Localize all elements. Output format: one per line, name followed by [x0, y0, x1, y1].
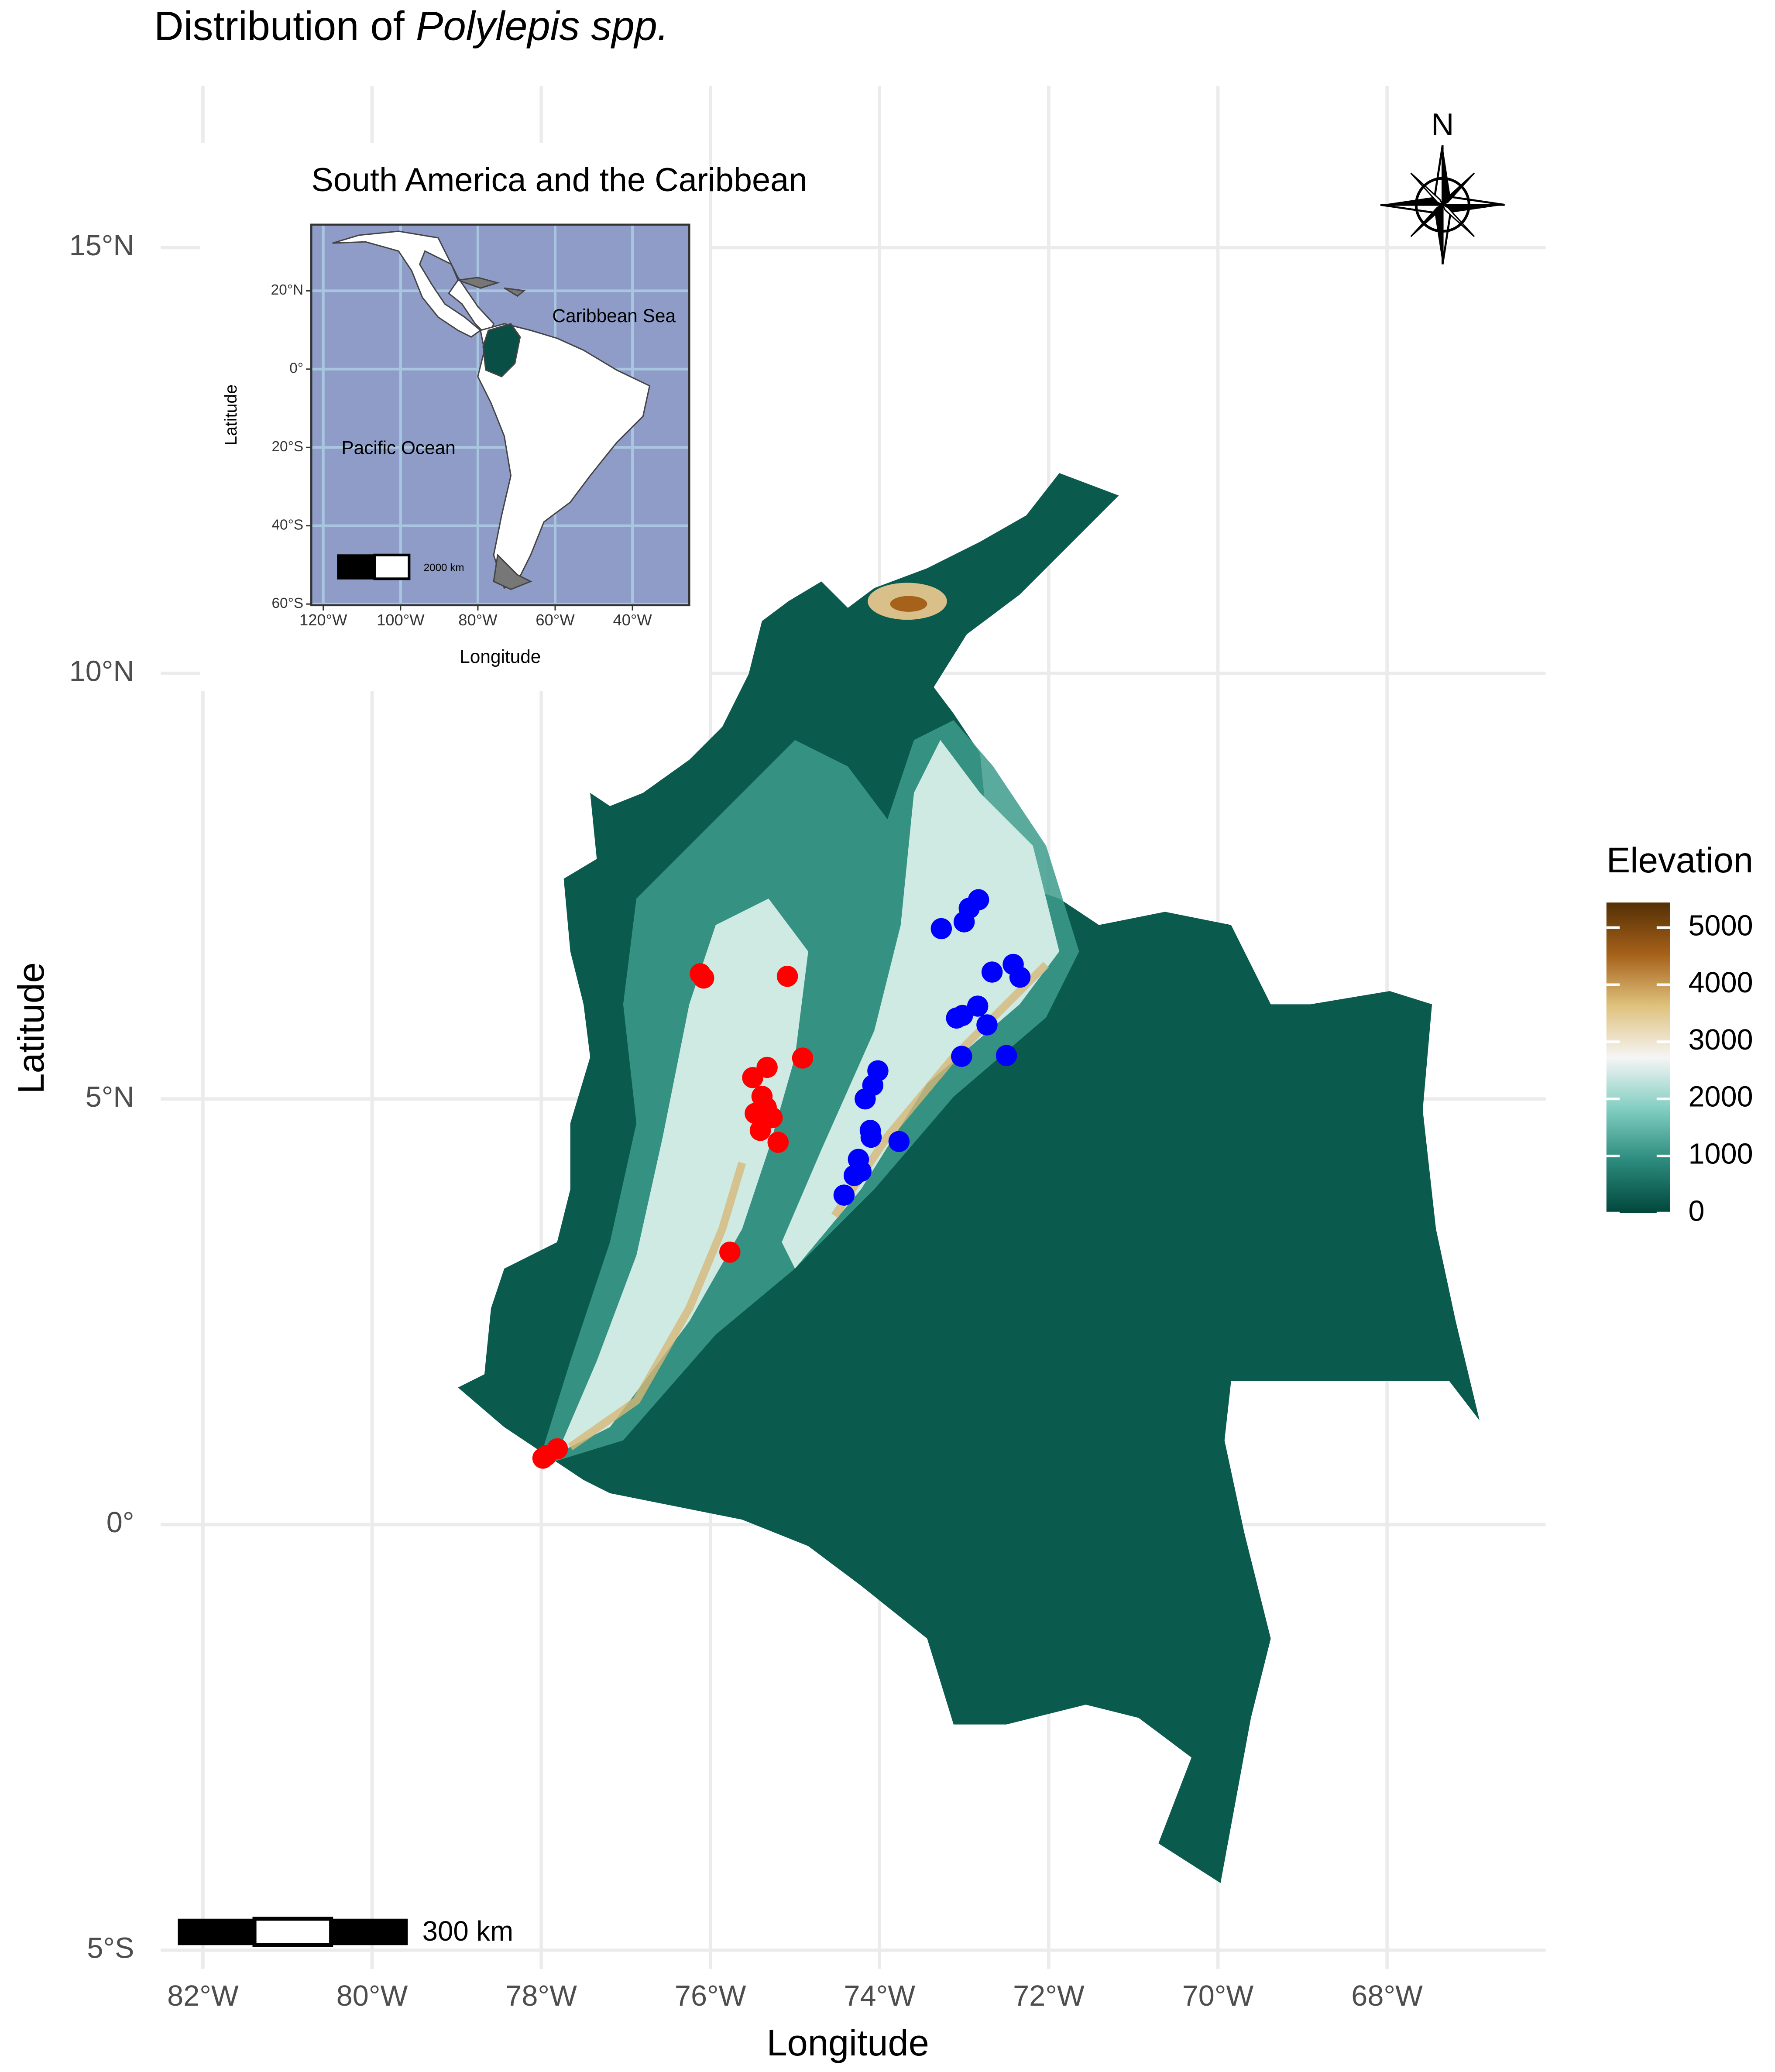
compass-ring [1415, 177, 1470, 233]
occurrence-point [755, 1097, 777, 1118]
x-tick-label: 80°W [336, 1980, 408, 2012]
compass-point [1442, 145, 1451, 205]
inset-title: South America and the Caribbean [311, 161, 807, 199]
occurrence-point [532, 1448, 554, 1469]
caribbean-islands [457, 277, 500, 289]
inset-x-tick-label: 80°W [458, 611, 498, 629]
occurrence-point [952, 1005, 973, 1026]
inset-scale-bar [337, 553, 411, 580]
compass-point [1442, 205, 1505, 213]
legend-title: Elevation [1607, 840, 1753, 880]
legend: 0 1000 2000 3000 4000 5000 [1606, 909, 1753, 1227]
x-tick-label: 78°W [505, 1980, 577, 2012]
title-text: Distribution of [154, 3, 416, 48]
chart-title: Distribution of Polylepis spp. [154, 3, 669, 48]
inset-x-tick-label: 60°W [536, 611, 575, 629]
andes-highland [782, 740, 1060, 1269]
tierra-del-fuego [493, 553, 532, 590]
caribbean-islands [504, 287, 526, 297]
x-tick-label: 82°W [167, 1980, 239, 2012]
y-tick-label: 15°N [69, 230, 134, 262]
inset-scale-label: 2000 km [424, 562, 464, 573]
north-label: N [1431, 107, 1454, 142]
colombia-map [458, 473, 1480, 1883]
occurrence-point [951, 1046, 972, 1067]
occurrence-point [930, 918, 952, 940]
colorbar [1606, 902, 1670, 1213]
legend-tick-label: 4000 [1689, 967, 1753, 999]
inset-axes: 120°W 100°W 80°W 60°W 40°W 20°N 0° 20°S 40°S 60°S [271, 282, 652, 629]
occurrence-point [767, 1132, 789, 1153]
scale-segment [252, 1917, 333, 1947]
occurrence-point [792, 1047, 814, 1069]
inset-x-tick-label: 100°W [377, 611, 425, 629]
andes-peaks [568, 1162, 746, 1451]
scale-segment [331, 1918, 408, 1945]
title-italic: Polylepis spp. [416, 3, 669, 48]
north-america [332, 230, 494, 338]
scale-bar [178, 1917, 408, 1947]
legend-tick-label: 0 [1689, 1195, 1705, 1227]
occurrence-point [888, 1131, 910, 1152]
x-tick-label: 76°W [675, 1980, 746, 2012]
inset-y-tick-label: 40°S [272, 517, 304, 533]
inset-annotation: Pacific Ocean [341, 438, 455, 458]
legend-tick-label: 2000 [1689, 1081, 1753, 1113]
inset-x-title: Longitude [460, 646, 541, 667]
x-tick-label: 70°W [1182, 1980, 1254, 2012]
inset-y-tick-label: 20°S [272, 439, 304, 455]
occurrence-point [855, 1088, 876, 1110]
scale-segment [178, 1918, 255, 1945]
andes-highland [557, 899, 808, 1454]
scale-bar-label: 300 km [422, 1916, 514, 1947]
occurrence-point [968, 889, 989, 910]
occurrence-point [833, 1184, 855, 1206]
occurrence-point [719, 1242, 741, 1263]
inset-x-tick-label: 120°W [299, 611, 347, 629]
occurrence-point [996, 1045, 1017, 1066]
compass-point [1410, 172, 1444, 206]
south-america [477, 323, 651, 589]
occurrence-point [967, 995, 989, 1017]
inset-land [332, 230, 651, 590]
inset-y-tick-label: 20°N [271, 282, 303, 298]
north-arrow [1380, 145, 1505, 264]
scale-segment [337, 554, 376, 580]
compass-point [1380, 197, 1443, 205]
y-axis-title: Latitude [10, 962, 51, 1094]
occurrence-point [850, 1160, 872, 1182]
occurrence-point [776, 966, 798, 987]
inset-y-title: Latitude [221, 384, 240, 446]
occurrence-point [749, 1120, 771, 1141]
y-tick-label: 5°S [87, 1932, 134, 1964]
occurrence-point [742, 1067, 763, 1088]
x-tick-label: 74°W [844, 1980, 916, 2012]
legend-tick-label: 1000 [1689, 1138, 1753, 1170]
inset-y-tick-label: 0° [289, 360, 303, 377]
inset-frame [310, 223, 690, 607]
occurrence-point [976, 1014, 998, 1036]
occurrence-point [1009, 967, 1031, 988]
occurrence-point [693, 967, 714, 989]
occurrence-point [981, 961, 1003, 983]
x-tick-label: 72°W [1013, 1980, 1085, 2012]
compass-point [1435, 205, 1443, 264]
y-tick-label: 5°N [86, 1081, 134, 1113]
sierra-nevada-core [890, 596, 927, 612]
inset-annotation: Caribbean Sea [552, 305, 676, 326]
inset-y-tick-label: 60°S [272, 595, 304, 611]
inset-x-tick-label: 40°W [613, 611, 652, 629]
scale-segment [373, 553, 411, 580]
colombia-inset [482, 323, 521, 377]
y-tick-label: 0° [106, 1506, 134, 1539]
legend-tick-label: 5000 [1689, 909, 1753, 942]
x-axis-title: Longitude [766, 2022, 929, 2063]
points [532, 889, 1031, 1469]
occurrence-point [860, 1126, 882, 1148]
x-tick-label: 68°W [1351, 1980, 1423, 2012]
legend-tick-label: 3000 [1689, 1024, 1753, 1056]
y-tick-label: 10°N [69, 655, 134, 687]
